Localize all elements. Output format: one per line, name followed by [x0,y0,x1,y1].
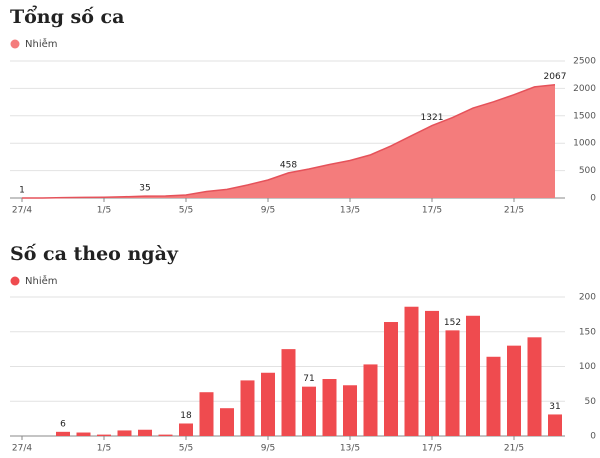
bar [343,385,357,436]
y-tick-label: 0 [590,194,596,204]
data-label: 18 [180,411,192,421]
x-tick-label: 1/5 [97,444,111,454]
bar [56,431,70,436]
data-label: 2067 [544,72,567,82]
bar [384,322,398,436]
bar [404,306,419,436]
data-label: 71 [303,374,314,384]
bar [261,372,275,436]
bar [117,430,132,436]
x-tick-label: 5/5 [179,206,193,216]
bar [527,337,542,436]
bar [425,310,439,436]
x-tick-label: 9/5 [261,444,275,454]
bar [302,386,316,436]
x-tick-label: 9/5 [261,206,275,216]
data-label: 458 [280,160,297,170]
legend-label: Nhiễm [25,274,58,287]
bar [97,434,111,436]
line [22,83,556,199]
bar [158,434,173,436]
x-tick-label: 21/5 [504,444,524,454]
bar [138,429,152,436]
data-label: 1321 [421,113,444,123]
legend-marker [10,276,20,286]
y-tick-label: 500 [579,166,596,176]
bar [548,414,562,436]
bar [199,392,214,436]
bar [466,315,480,436]
y-tick-label: 0 [590,432,596,442]
x-tick-label: 17/5 [422,444,442,454]
y-tick-label: 150 [579,327,596,337]
legend-marker [10,39,20,49]
data-label: 6 [60,419,66,429]
bar [240,380,255,436]
legend-label: Nhiễm [25,37,58,50]
y-tick-label: 2000 [573,84,596,94]
bar [179,423,193,436]
bar [363,364,378,436]
chart-title: Số ca theo ngày [10,243,179,265]
data-label: 152 [444,318,461,328]
bar [220,408,234,436]
bar [281,349,296,436]
x-tick-label: 17/5 [422,206,442,216]
bar [486,356,501,436]
area [22,84,555,198]
x-tick-label: 13/5 [340,206,360,216]
data-label: 31 [549,402,560,412]
y-tick-label: 100 [579,362,596,372]
bar [445,330,460,436]
y-tick-label: 200 [579,293,596,303]
x-tick-label: 5/5 [179,444,193,454]
bar [507,345,521,436]
x-tick-label: 27/4 [12,206,32,216]
x-tick-label: 27/4 [12,444,32,454]
data-label: 35 [139,184,150,194]
data-label: 1 [19,185,25,195]
bar [76,432,91,436]
y-tick-label: 2500 [573,57,596,67]
y-tick-label: 1000 [573,139,596,149]
bar [322,379,337,436]
x-tick-label: 13/5 [340,444,360,454]
chart-title: Tổng số ca [10,4,124,28]
x-tick-label: 1/5 [97,206,111,216]
x-tick-label: 21/5 [504,206,524,216]
y-tick-label: 1500 [573,111,596,121]
y-tick-label: 50 [585,397,597,407]
